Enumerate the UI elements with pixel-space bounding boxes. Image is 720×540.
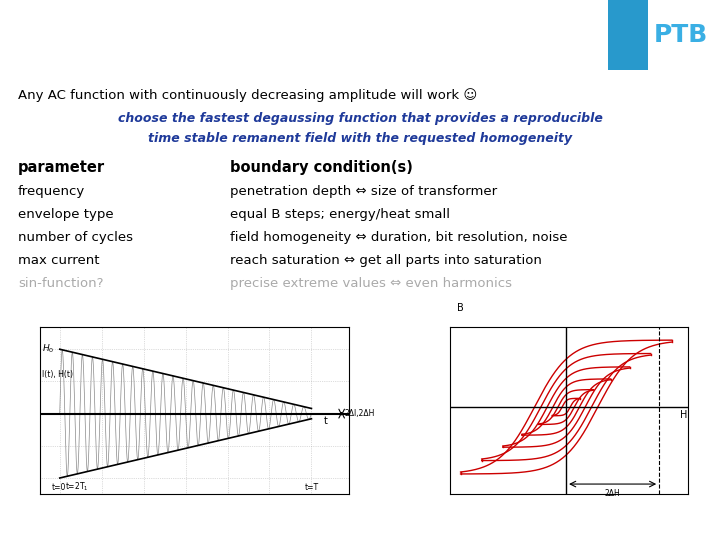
Text: B: B	[457, 303, 464, 313]
Text: PTB: PTB	[653, 23, 708, 47]
Text: page 9: page 9	[671, 517, 709, 528]
Text: Any AC function with continuously decreasing amplitude will work ☺: Any AC function with continuously decrea…	[18, 88, 477, 102]
Text: choose the fastest degaussing function that provides a reproducible: choose the fastest degaussing function t…	[117, 112, 603, 125]
Text: sin-function?: sin-function?	[18, 277, 104, 290]
Text: max current: max current	[18, 254, 99, 267]
Text: H: H	[680, 410, 688, 421]
Text: frequency: frequency	[18, 185, 85, 198]
Text: field homogeneity ⇔ duration, bit resolution, noise: field homogeneity ⇔ duration, bit resolu…	[230, 231, 567, 244]
Text: 2ΔH: 2ΔH	[605, 489, 621, 498]
Text: time stable remanent field with the requested homogeneity: time stable remanent field with the requ…	[148, 132, 572, 145]
Bar	[608, 0, 720, 70]
Text: boundary condition(s): boundary condition(s)	[230, 160, 413, 175]
Text: B: B	[9, 21, 32, 50]
Text: t=0: t=0	[51, 483, 66, 491]
Text: t=T: t=T	[305, 483, 318, 491]
Text: penetration depth ⇔ size of transformer: penetration depth ⇔ size of transformer	[230, 185, 497, 198]
Text: t: t	[324, 416, 328, 426]
Text: PTB 8.22 Allard Schnabel: PTB 8.22 Allard Schnabel	[290, 517, 430, 528]
Text: 2ΔI,2ΔH: 2ΔI,2ΔH	[344, 409, 374, 418]
Text: I(t), H(t): I(t), H(t)	[42, 370, 73, 380]
Text: November  2014: November 2014	[11, 517, 104, 528]
Text: reach saturation ⇔ get all parts into saturation: reach saturation ⇔ get all parts into sa…	[230, 254, 542, 267]
Text: number of cycles: number of cycles	[18, 231, 133, 244]
Text: envelope type: envelope type	[18, 208, 114, 221]
Text: parameter: parameter	[18, 160, 105, 175]
Text: equal B steps; energy/heat small: equal B steps; energy/heat small	[230, 208, 450, 221]
Text: t=2T$_1$: t=2T$_1$	[66, 481, 89, 493]
Bar	[608, 0, 648, 70]
Text: $H_0$: $H_0$	[42, 343, 55, 355]
Text: precise extreme values ⇔ even harmonics: precise extreme values ⇔ even harmonics	[230, 277, 512, 290]
Text: infinite number of cycles with decreasing amplitude: infinite number of cycles with decreasin…	[35, 26, 575, 44]
